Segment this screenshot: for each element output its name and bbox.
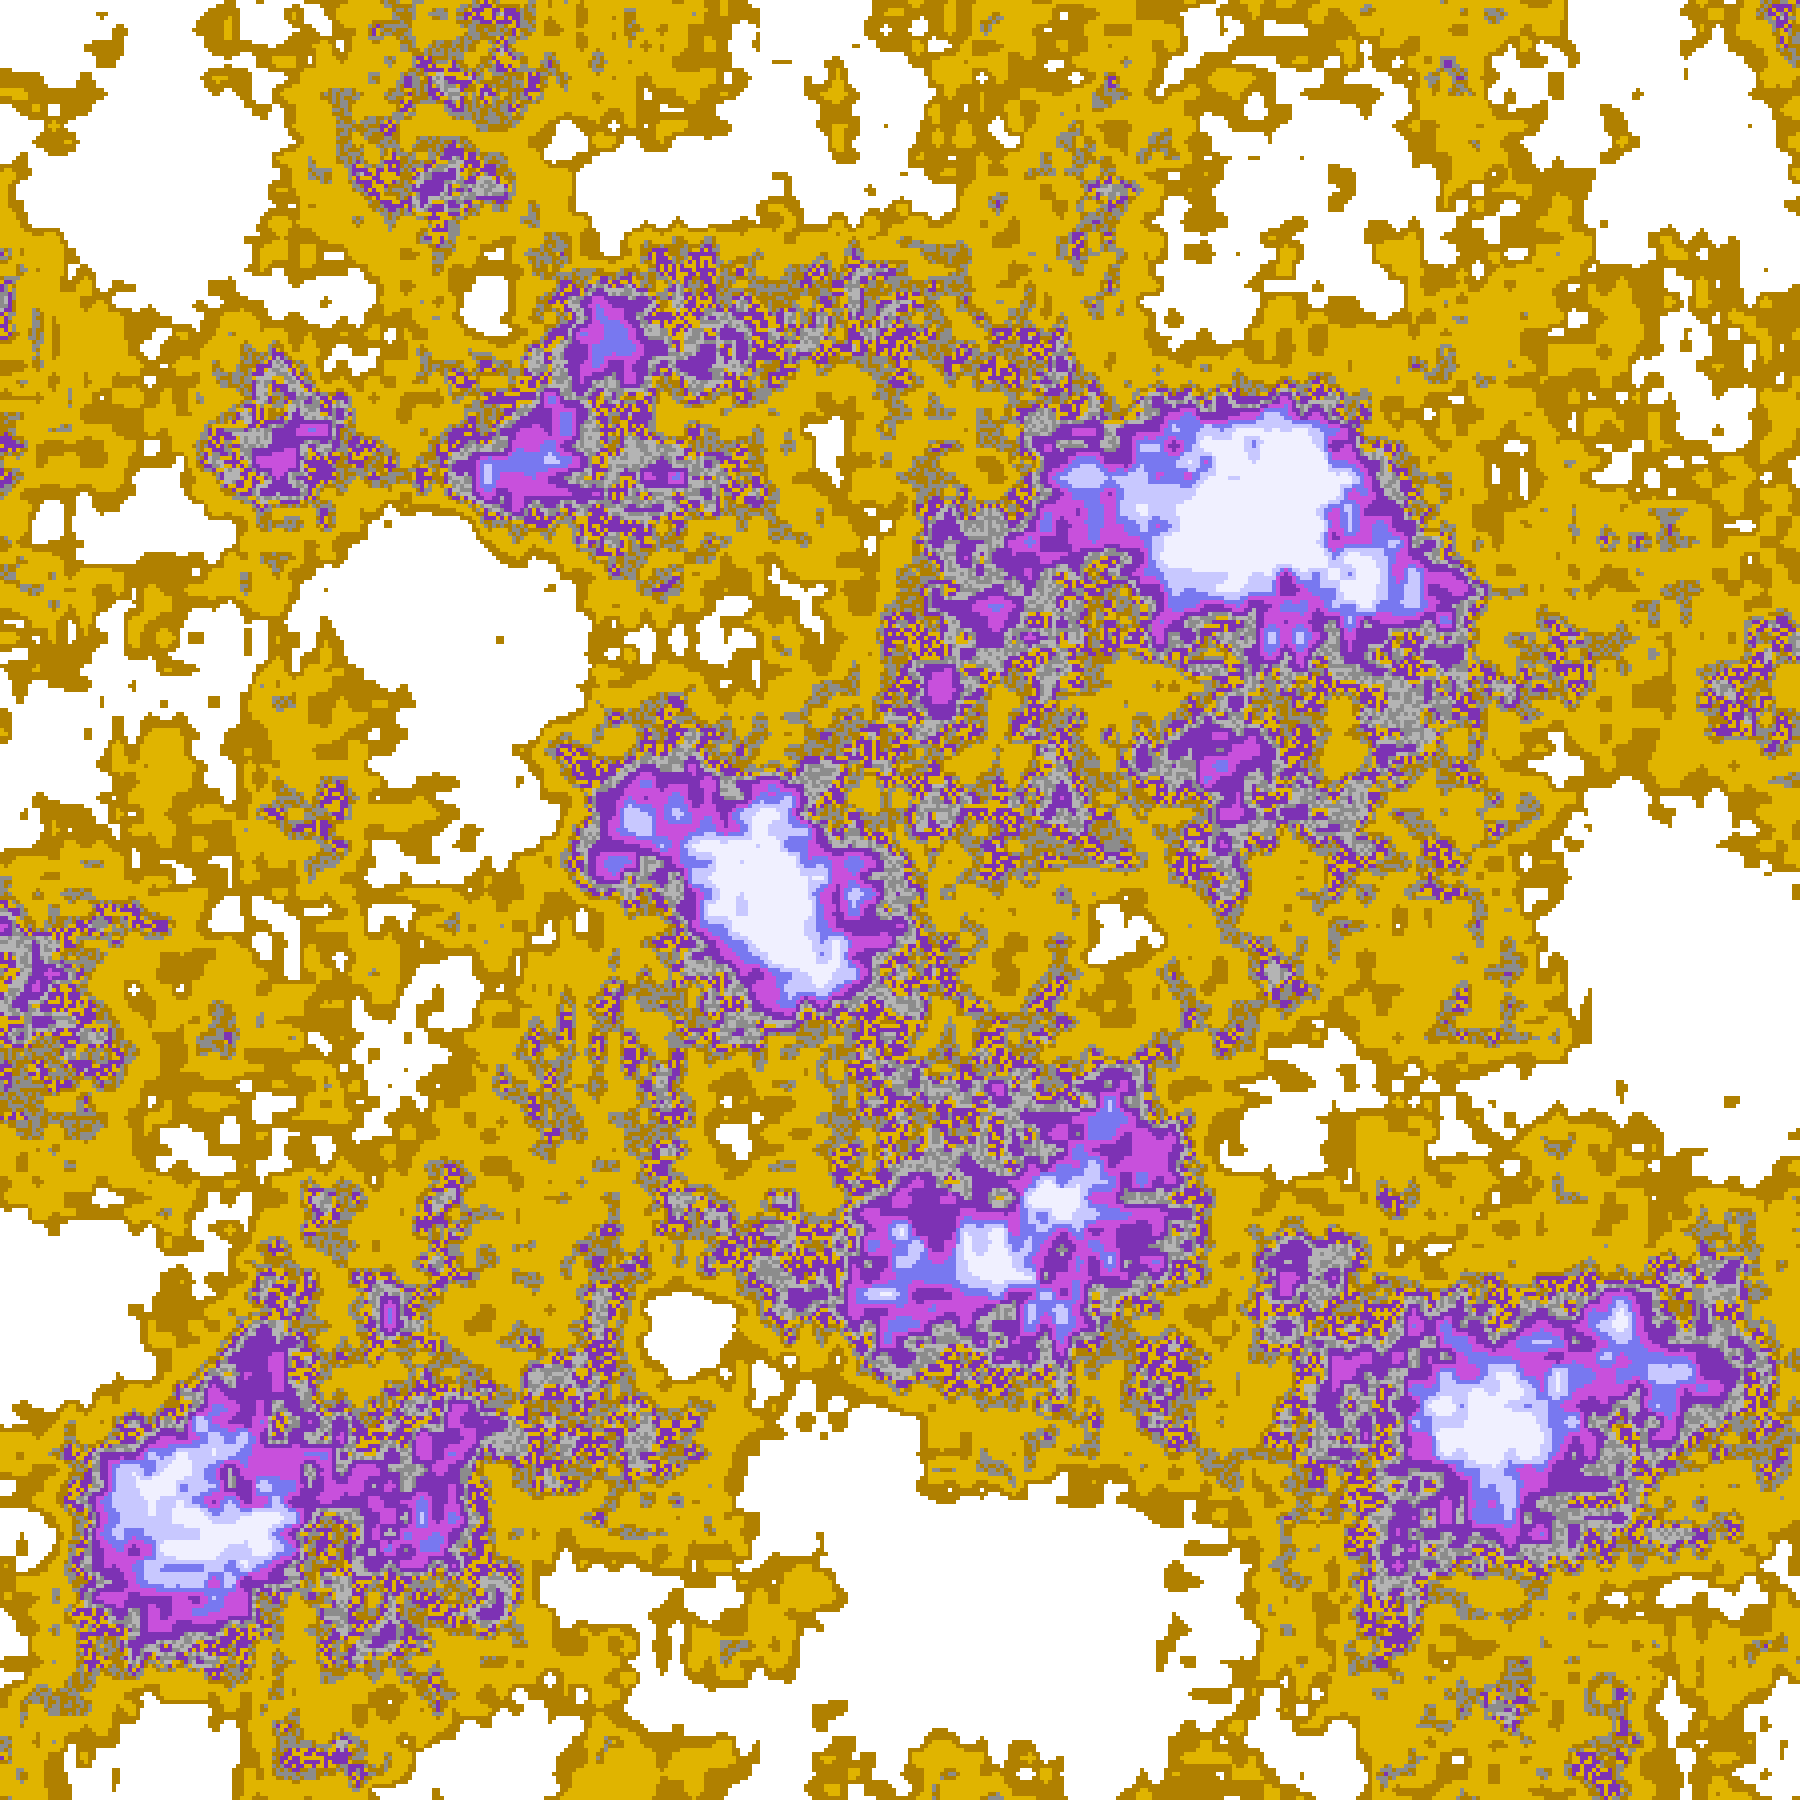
satellite-cloud-map — [0, 0, 1800, 1800]
cloud-classification-raster — [0, 0, 1800, 1800]
